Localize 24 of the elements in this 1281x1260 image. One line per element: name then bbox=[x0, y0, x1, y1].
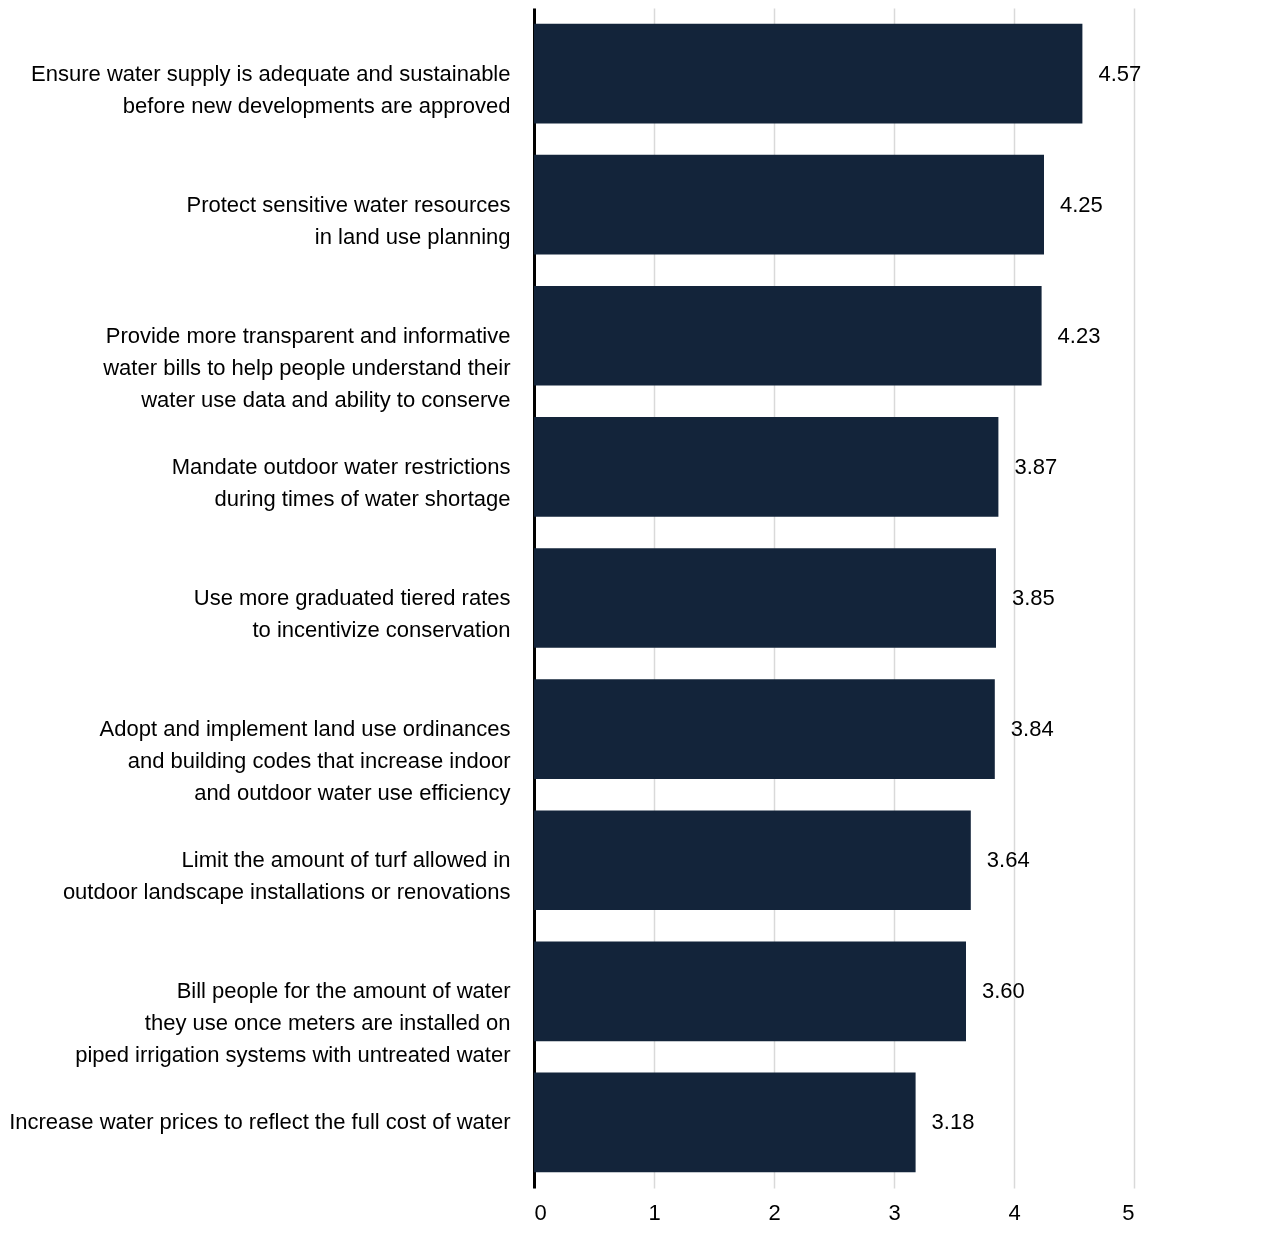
y-tick-label: Ensure water supply is adequate and sustainable before new developments are approved bbox=[31, 60, 511, 118]
y-tick-label: Mandate outdoor water restrictions during times of water shortage bbox=[171, 453, 511, 511]
data-label: 3.87 bbox=[1014, 453, 1058, 479]
data-label: 3.84 bbox=[1010, 716, 1054, 742]
y-tick-label: Use more graduated tiered rates to incentivize conservation bbox=[193, 585, 511, 642]
x-tick-label: 3 bbox=[888, 1199, 901, 1225]
x-tick-label: 4 bbox=[1008, 1199, 1021, 1225]
x-tick-label: 2 bbox=[768, 1199, 781, 1225]
data-label: 4.25 bbox=[1060, 191, 1103, 217]
data-label: 4.57 bbox=[1098, 60, 1142, 86]
y-tick-label: Limit the amount of turf allowed in outdoor landscape installations or renovations bbox=[62, 847, 511, 905]
y-tick-label: Protect sensitive water resources in land use planning bbox=[186, 191, 511, 249]
x-tick-label: 1 bbox=[648, 1199, 661, 1225]
y-tick-label: Increase water prices to reflect the full cost of water bbox=[9, 1109, 511, 1135]
y-tick-label: Adopt and implement land use ordinances and building codes that increase indoor and outdoor water use efficiency bbox=[99, 716, 511, 806]
data-label: 3.60 bbox=[982, 978, 1025, 1004]
data-label: 3.18 bbox=[931, 1109, 975, 1135]
x-tick-label: 5 bbox=[1122, 1199, 1135, 1225]
data-label: 3.64 bbox=[986, 847, 1030, 873]
y-tick-label: Provide more transparent and informative water bills to help people understand their water use data and ability to conserve bbox=[102, 322, 511, 412]
x-tick-label: 0 bbox=[534, 1199, 547, 1225]
data-label: 4.23 bbox=[1057, 322, 1101, 348]
data-label: 3.85 bbox=[1012, 585, 1055, 610]
y-tick-label: Bill people for the amount of water they use once meters are installed on piped irrigation systems with untreated water bbox=[75, 978, 511, 1068]
